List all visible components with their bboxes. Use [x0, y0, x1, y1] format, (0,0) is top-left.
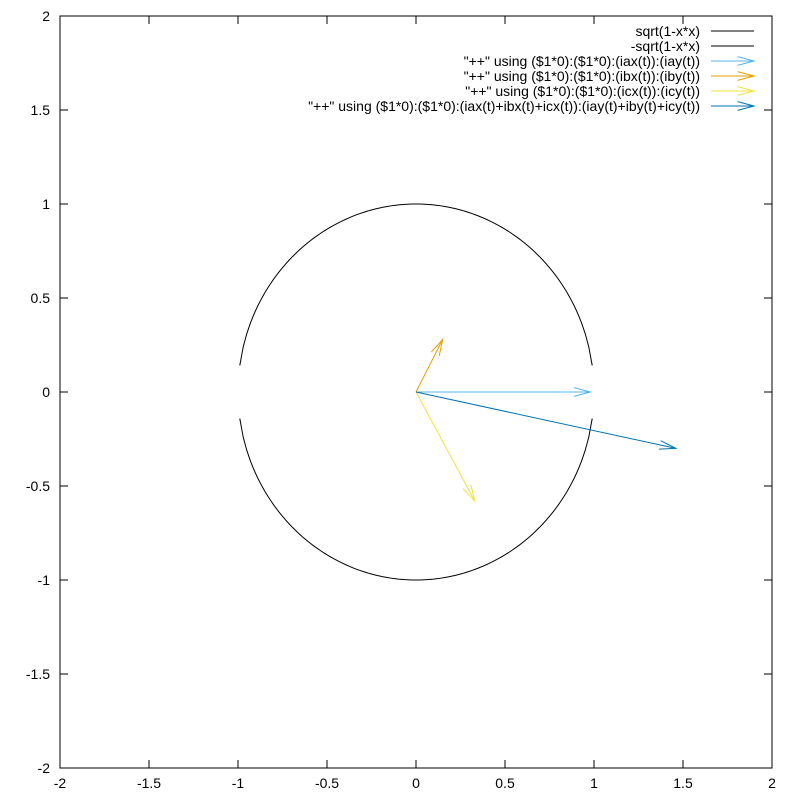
x-tick-label: -1	[232, 775, 245, 791]
legend: sqrt(1-x*x)-sqrt(1-x*x)"++" using ($1*0)…	[308, 23, 756, 114]
axes: -2 -1.5 -1 -0.5 0 0.5 1 1.5 2 -2 -1.5 -1 -0.5 0 0.5 1 1.…	[26, 8, 776, 791]
y-tick-label: 1	[42, 196, 50, 212]
legend-label: "++" using ($1*0):($1*0):(iax(t)):(iay(t…	[464, 53, 700, 69]
y-tick-label: 0.5	[31, 290, 51, 306]
legend-label: -sqrt(1-x*x)	[631, 38, 700, 54]
curve-line	[239, 203, 593, 366]
curve-line	[239, 418, 593, 581]
y-tick-label: -1.5	[26, 666, 50, 682]
vector-arrow	[416, 387, 593, 397]
y-tick-label: 0	[42, 384, 50, 400]
legend-label: "++" using ($1*0):($1*0):(iax(t)+ibx(t)+…	[308, 98, 700, 114]
y-tick-label: 1.5	[31, 102, 51, 118]
curves	[239, 203, 593, 581]
legend-label: sqrt(1-x*x)	[635, 23, 700, 39]
legend-sample	[711, 71, 756, 81]
legend-sample	[711, 56, 756, 66]
x-tick-label: 1	[590, 775, 598, 791]
y-tick-label: -1	[38, 572, 51, 588]
legend-sample	[711, 86, 756, 96]
vector-arrow	[415, 337, 444, 393]
vector-arrow	[415, 391, 678, 450]
x-tick-label: 0	[412, 775, 420, 791]
y-tick-label: -2	[38, 760, 51, 776]
x-tick-label: -1.5	[137, 775, 161, 791]
vector-arrow	[415, 391, 476, 503]
y-tick-label: -0.5	[26, 478, 50, 494]
x-tick-label: -0.5	[315, 775, 339, 791]
x-tick-label: 2	[768, 775, 776, 791]
legend-label: "++" using ($1*0):($1*0):(icx(t)):(icy(t…	[465, 83, 700, 99]
y-tick-label: 2	[42, 8, 50, 24]
vectors	[415, 337, 678, 503]
legend-sample	[711, 101, 756, 111]
x-tick-label: 0.5	[495, 775, 515, 791]
legend-label: "++" using ($1*0):($1*0):(ibx(t)):(iby(t…	[464, 68, 700, 84]
x-tick-label: -2	[54, 775, 67, 791]
x-tick-label: 1.5	[673, 775, 693, 791]
